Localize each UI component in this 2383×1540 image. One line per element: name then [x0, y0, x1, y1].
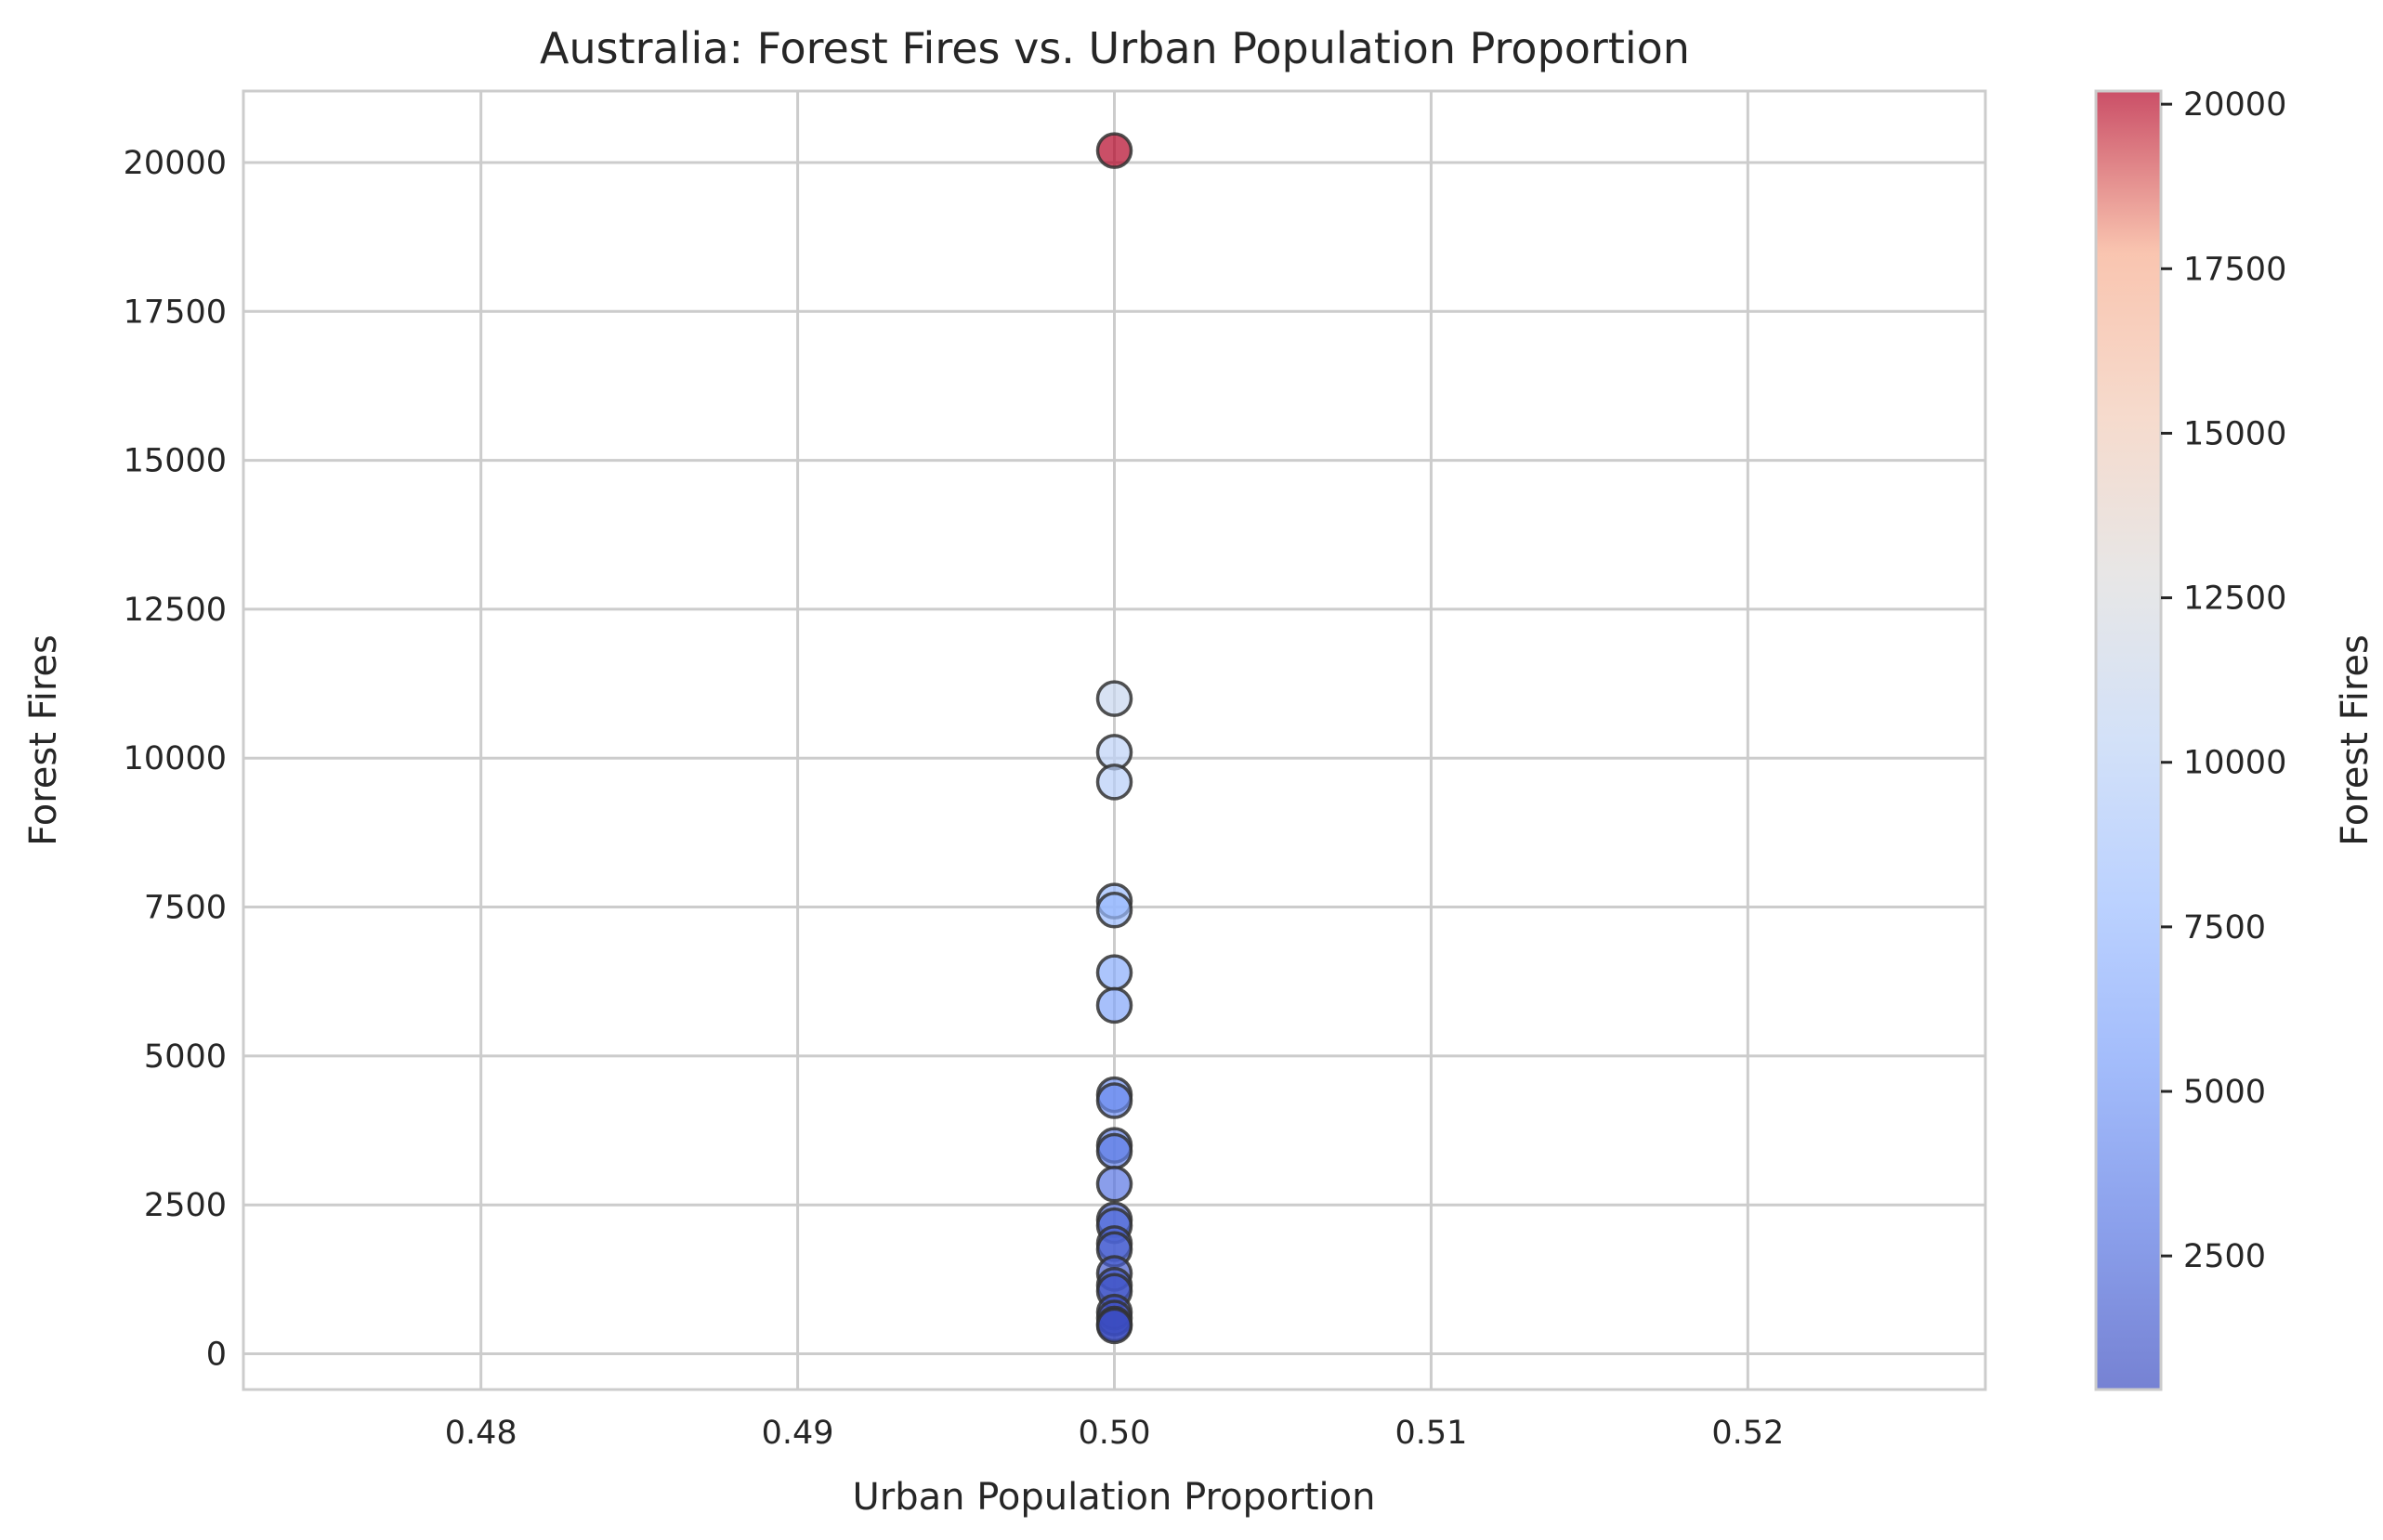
y-tick-label: 12500 — [124, 592, 227, 629]
colorbar: 2500 5000 7500 10000 12500 15000 17500 20000 Fo… — [2094, 86, 2376, 1391]
y-tick-label: 5000 — [144, 1038, 227, 1076]
x-tick-label: 0.48 — [445, 1415, 517, 1452]
x-axis-label: Urban Population Proportion — [853, 1476, 1376, 1519]
y-tick-label: 7500 — [144, 890, 227, 927]
x-axis-ticks: 0.48 0.49 0.50 0.51 0.52 — [445, 1415, 1785, 1452]
colorbar-tick-label: 15000 — [2183, 415, 2286, 452]
y-tick-label: 10000 — [124, 740, 227, 777]
data-point — [1095, 680, 1133, 717]
data-point — [1095, 132, 1133, 169]
data-point — [1095, 1166, 1133, 1203]
data-point — [1095, 763, 1133, 801]
data-point — [1095, 1307, 1133, 1345]
colorbar-frame — [2094, 89, 2163, 1391]
data-point — [1095, 1082, 1133, 1119]
y-tick-label: 17500 — [124, 294, 227, 331]
y-tick-label: 2500 — [144, 1187, 227, 1224]
colorbar-ticks: 2500 5000 7500 10000 12500 15000 17500 20000 — [2161, 86, 2286, 1275]
x-tick-label: 0.51 — [1394, 1415, 1467, 1452]
y-axis-ticks: 0 2500 5000 7500 10000 12500 15000 17500 20000 — [124, 145, 227, 1374]
data-points — [1095, 132, 1133, 1345]
colorbar-tick-label: 5000 — [2183, 1074, 2266, 1111]
chart-title: Australia: Forest Fires vs. Urban Popula… — [540, 23, 1690, 73]
colorbar-tick-label: 10000 — [2183, 745, 2286, 782]
colorbar-label: Forest Fires — [2334, 634, 2376, 846]
colorbar-tick-label: 2500 — [2183, 1238, 2266, 1275]
plot-area — [242, 89, 1987, 1391]
y-tick-label: 20000 — [124, 145, 227, 182]
y-axis-label: Forest Fires — [22, 634, 65, 846]
y-tick-label: 0 — [206, 1337, 227, 1374]
colorbar-tick-label: 17500 — [2183, 251, 2286, 288]
colorbar-tick-label: 12500 — [2183, 581, 2286, 618]
colorbar-tick-label: 20000 — [2183, 86, 2286, 124]
plot-frame — [242, 89, 1987, 1391]
colorbar-gradient — [2096, 91, 2161, 1390]
data-point — [1095, 954, 1133, 991]
x-tick-label: 0.50 — [1079, 1415, 1151, 1452]
data-point — [1095, 892, 1133, 929]
data-point — [1095, 986, 1133, 1024]
data-point — [1095, 1132, 1133, 1170]
x-tick-label: 0.49 — [762, 1415, 834, 1452]
colorbar-tick-label: 7500 — [2183, 909, 2266, 946]
y-tick-label: 15000 — [124, 443, 227, 480]
x-tick-label: 0.52 — [1711, 1415, 1784, 1452]
